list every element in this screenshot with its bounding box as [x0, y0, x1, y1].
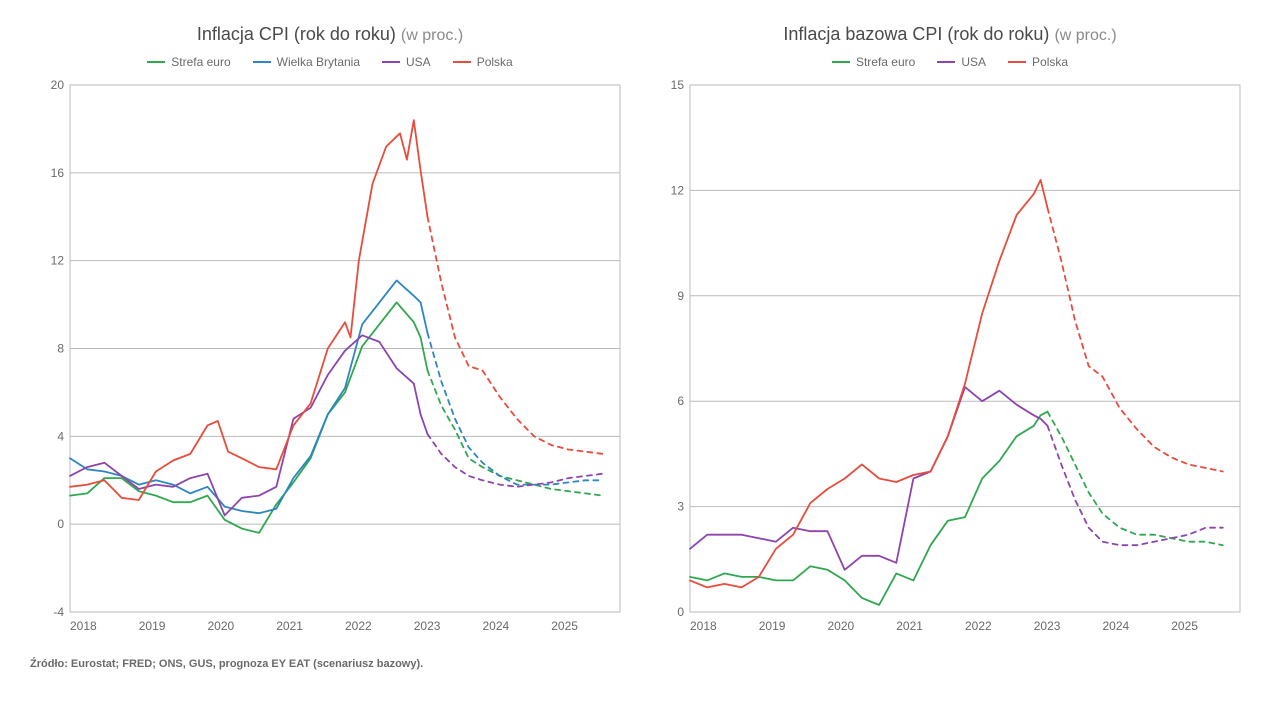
legend-item: USA [937, 55, 986, 69]
svg-text:2025: 2025 [1171, 619, 1198, 633]
legend-label: Polska [1032, 55, 1068, 69]
legend-label: Strefa euro [171, 55, 230, 69]
legend-label: Wielka Brytania [277, 55, 360, 69]
svg-text:-4: -4 [53, 605, 64, 619]
svg-text:2021: 2021 [276, 619, 303, 633]
legend-swatch [147, 61, 165, 63]
legend-item: Wielka Brytania [253, 55, 360, 69]
svg-text:2020: 2020 [208, 619, 235, 633]
chart-core-cpi-title-unit: (w proc.) [1054, 27, 1116, 44]
chart-cpi-plot: -4 0 4 8 12 16 20 2018 2019 2020 2021 2022 2023 2024 2… [30, 75, 630, 640]
svg-text:6: 6 [677, 394, 684, 408]
legend-swatch [453, 61, 471, 63]
svg-text:2019: 2019 [759, 619, 786, 633]
svg-text:2019: 2019 [139, 619, 166, 633]
chart-core-cpi-title: Inflacja bazowa CPI (rok do roku) (w pro… [650, 24, 1250, 45]
svg-text:2018: 2018 [690, 619, 717, 633]
chart-core-cpi-legend: Strefa euro USA Polska [650, 55, 1250, 69]
svg-text:20: 20 [51, 78, 65, 92]
svg-text:2024: 2024 [483, 619, 510, 633]
svg-text:2023: 2023 [1034, 619, 1061, 633]
svg-text:12: 12 [671, 183, 685, 197]
chart-cpi-title-main: Inflacja CPI (rok do roku) [197, 24, 396, 44]
chart-cpi-title-unit: (w proc.) [401, 27, 463, 44]
chart-core-cpi: Inflacja bazowa CPI (rok do roku) (w pro… [650, 20, 1250, 640]
svg-text:8: 8 [57, 342, 64, 356]
svg-text:0: 0 [677, 605, 684, 619]
svg-text:2021: 2021 [896, 619, 923, 633]
legend-label: USA [961, 55, 986, 69]
svg-text:16: 16 [51, 166, 65, 180]
legend-item: Polska [1008, 55, 1068, 69]
svg-text:2020: 2020 [828, 619, 855, 633]
chart-cpi: Inflacja CPI (rok do roku) (w proc.) Str… [30, 20, 630, 640]
chart-cpi-title: Inflacja CPI (rok do roku) (w proc.) [30, 24, 630, 45]
svg-text:2018: 2018 [70, 619, 97, 633]
legend-swatch [937, 61, 955, 63]
svg-text:9: 9 [677, 289, 684, 303]
legend-item: Strefa euro [832, 55, 915, 69]
page: Inflacja CPI (rok do roku) (w proc.) Str… [0, 0, 1280, 720]
legend-item: USA [382, 55, 431, 69]
legend-swatch [1008, 61, 1026, 63]
svg-text:3: 3 [677, 500, 684, 514]
source-footnote: Źródło: Eurostat; FRED; ONS, GUS, progno… [30, 658, 1250, 670]
svg-text:0: 0 [57, 517, 64, 531]
svg-text:4: 4 [57, 429, 64, 443]
svg-text:2022: 2022 [965, 619, 992, 633]
charts-row: Inflacja CPI (rok do roku) (w proc.) Str… [30, 20, 1250, 640]
legend-label: Strefa euro [856, 55, 915, 69]
svg-text:2025: 2025 [551, 619, 578, 633]
chart-cpi-legend: Strefa euro Wielka Brytania USA Polska [30, 55, 630, 69]
chart-core-cpi-title-main: Inflacja bazowa CPI (rok do roku) [783, 24, 1049, 44]
legend-swatch [382, 61, 400, 63]
legend-label: USA [406, 55, 431, 69]
svg-text:12: 12 [51, 254, 65, 268]
legend-swatch [832, 61, 850, 63]
legend-swatch [253, 61, 271, 63]
svg-text:2023: 2023 [414, 619, 441, 633]
chart-core-cpi-plot: 0 3 6 9 12 15 2018 2019 2020 2021 2022 2023 2024 2025 [650, 75, 1250, 640]
svg-text:15: 15 [671, 78, 685, 92]
legend-item: Strefa euro [147, 55, 230, 69]
legend-label: Polska [477, 55, 513, 69]
svg-text:2024: 2024 [1103, 619, 1130, 633]
legend-item: Polska [453, 55, 513, 69]
svg-text:2022: 2022 [345, 619, 372, 633]
